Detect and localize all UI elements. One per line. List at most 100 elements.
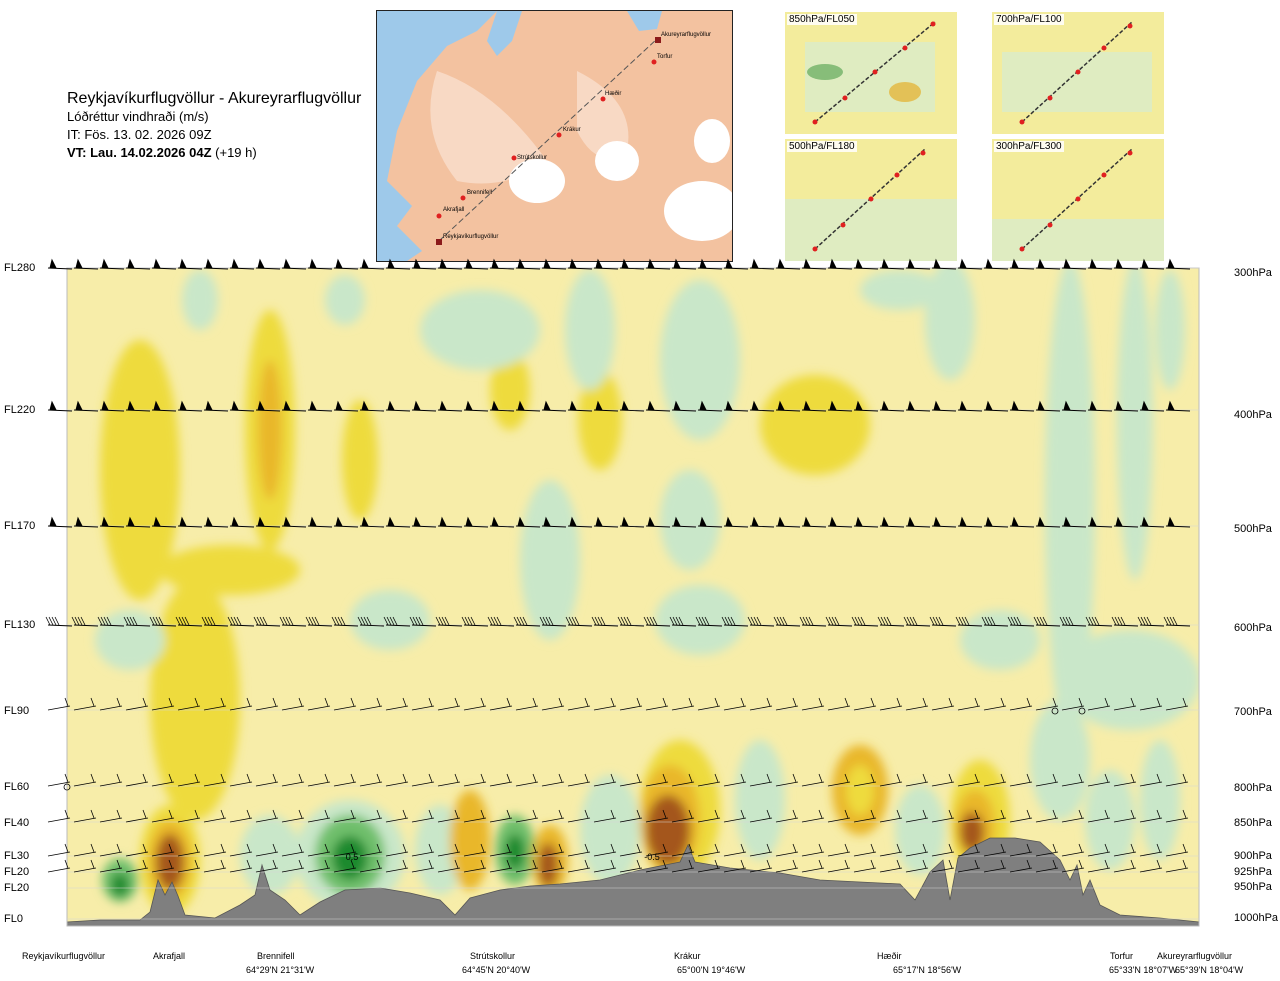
wind-barb: [203, 400, 229, 412]
wind-barb: [73, 859, 97, 873]
wind-barb: [463, 516, 489, 528]
x-location-coord: 65°00'N 19°46'W: [677, 965, 746, 975]
wind-barb: [983, 400, 1009, 412]
field-region: [258, 360, 282, 500]
calm-marker: [1078, 707, 1086, 715]
wind-barb: [645, 516, 671, 528]
field-region: [646, 795, 690, 865]
wind-barb: [175, 616, 203, 627]
thumbnail-300hpa[interactable]: 300hPa/FL300: [992, 139, 1164, 261]
wind-barb: [1165, 773, 1189, 787]
field-region: [760, 375, 870, 475]
wind-barb: [1061, 258, 1087, 270]
map-label-akrafjall: Akrafjall: [443, 207, 464, 213]
wind-barb: [489, 258, 515, 270]
wind-barb: [619, 843, 643, 857]
wind-barb: [1139, 697, 1163, 711]
wind-barb: [749, 843, 773, 857]
wind-barb: [73, 400, 99, 412]
field-region: [160, 545, 300, 595]
wind-barb: [437, 400, 463, 412]
wind-barb: [1035, 773, 1059, 787]
wind-barb: [723, 773, 747, 787]
wind-barb: [1113, 516, 1139, 528]
field-region: [450, 790, 490, 890]
wind-barb: [645, 400, 671, 412]
wind-barb: [1113, 809, 1137, 823]
wind-barb: [905, 400, 931, 412]
wind-barb: [229, 859, 253, 873]
thumbnail-500hpa[interactable]: 500hPa/FL180: [785, 139, 957, 261]
wind-barb: [1009, 859, 1033, 873]
wind-barb: [567, 697, 591, 711]
wind-barb: [773, 616, 801, 627]
wind-barb: [825, 616, 853, 627]
wind-barb: [1061, 400, 1087, 412]
wind-barb: [749, 516, 775, 528]
wind-barb: [931, 400, 957, 412]
wind-barb: [125, 809, 149, 823]
field-region: [565, 270, 615, 390]
wind-barb: [1087, 258, 1113, 270]
wind-barb: [905, 773, 929, 787]
wind-barb: [619, 773, 643, 787]
wind-barb: [749, 258, 775, 270]
wind-barb: [1035, 258, 1061, 270]
wind-barb: [99, 773, 123, 787]
field-region: [538, 843, 558, 887]
wind-barb: [1035, 400, 1061, 412]
wind-barb: [541, 809, 565, 823]
wind-barb: [307, 400, 333, 412]
wind-barb: [1009, 843, 1033, 857]
map-label-reykjavik: Reykjavíkurflugvöllur: [443, 234, 498, 240]
wind-barb: [983, 773, 1007, 787]
wind-barb: [177, 258, 203, 270]
wind-barb: [281, 258, 307, 270]
wind-barb: [1165, 516, 1191, 528]
x-location-name: Akureyrarflugvöllur: [1157, 951, 1233, 961]
wind-barb: [359, 516, 385, 528]
route-map-svg: Akureyrarflugvöllur Torfur Hæðir Krákur …: [377, 11, 732, 261]
wind-barb: [463, 697, 487, 711]
y-left-label: FL130: [4, 619, 36, 631]
wind-barb: [47, 258, 73, 270]
wind-barb: [591, 616, 619, 627]
wind-barb: [359, 843, 383, 857]
wind-barb: [905, 809, 929, 823]
wind-barb: [827, 697, 851, 711]
thumbnail-700hpa[interactable]: 700hPa/FL100: [992, 12, 1164, 134]
wind-barb: [671, 516, 697, 528]
field-region: [1140, 740, 1180, 860]
wind-barb: [281, 809, 305, 823]
wind-barb: [827, 843, 851, 857]
wind-barb: [47, 400, 73, 412]
wind-barb: [671, 843, 695, 857]
wind-barb: [255, 809, 279, 823]
wind-barb: [541, 400, 567, 412]
wind-barb: [957, 773, 981, 787]
wind-barb: [47, 516, 73, 528]
issue-time: IT: Fös. 13. 02. 2026 09Z: [67, 127, 212, 142]
wind-barb: [853, 843, 877, 857]
wind-barb: [151, 859, 175, 873]
wind-barb: [151, 843, 175, 857]
field-region: [240, 815, 300, 895]
wind-barb: [281, 773, 305, 787]
wind-barb: [411, 697, 435, 711]
wind-barb: [47, 843, 71, 857]
wind-barb: [1061, 773, 1085, 787]
wind-barb: [1165, 400, 1191, 412]
thumbnail-850hpa[interactable]: 850hPa/FL050: [785, 12, 957, 134]
wind-barb: [957, 516, 983, 528]
wind-barb: [437, 859, 461, 873]
wind-barb: [435, 616, 463, 627]
wind-barb: [99, 400, 125, 412]
valid-time-line: VT: Lau. 14.02.2026 04Z (+19 h): [67, 144, 361, 162]
y-left-label: FL60: [4, 781, 30, 793]
wind-barb: [695, 616, 723, 627]
y-left-label: FL20: [4, 866, 30, 878]
wind-barb: [801, 809, 825, 823]
wind-barb: [203, 773, 227, 787]
wind-barb: [697, 258, 723, 270]
wind-barb: [1113, 258, 1139, 270]
